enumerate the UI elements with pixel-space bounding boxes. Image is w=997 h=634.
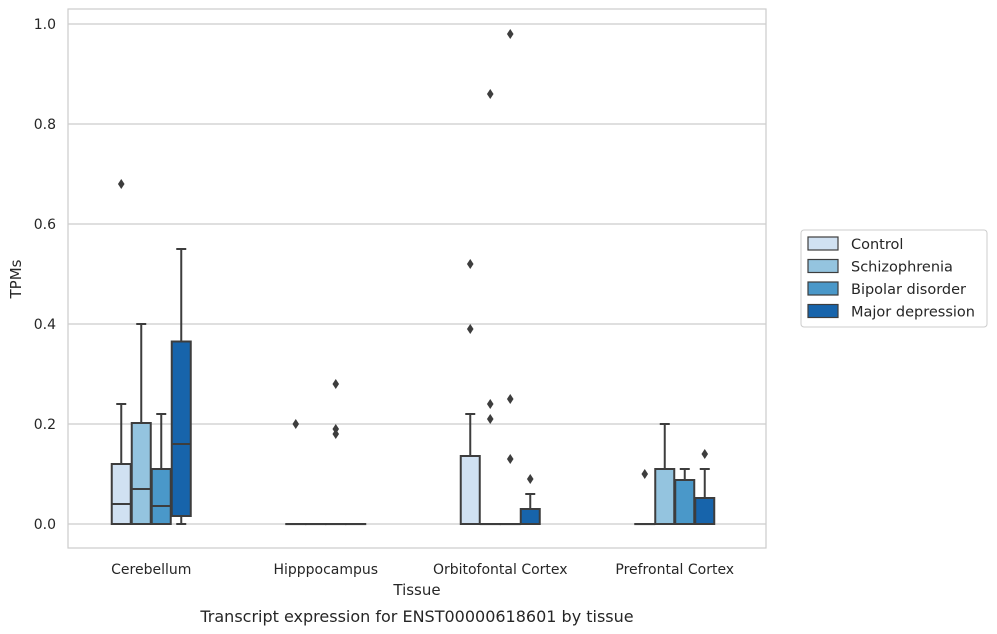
legend: Control Schizophrenia Bipolar disorder Majo… <box>800 229 988 328</box>
chart-caption: Transcript expression for ENST0000061860… <box>199 607 633 626</box>
box-group <box>654 423 676 525</box>
y-tick-label: 0.8 <box>34 117 56 133</box>
box-group <box>325 379 347 526</box>
box <box>110 463 132 525</box>
x-tick-label: Hipppocampus <box>273 562 378 578</box>
boxes <box>110 29 716 526</box>
box <box>674 479 696 525</box>
legend-swatch <box>807 281 839 296</box>
box <box>694 497 716 525</box>
box <box>519 508 541 525</box>
outlier-marker <box>506 454 514 464</box>
outlier-marker <box>526 474 534 484</box>
box-group <box>459 259 481 525</box>
box <box>654 468 676 525</box>
box <box>170 340 192 517</box>
box-group <box>110 179 132 525</box>
legend-label: Bipolar disorder <box>851 282 966 298</box>
box-group <box>170 248 192 525</box>
box-group <box>499 29 521 526</box>
legend-label: Schizophrenia <box>851 260 953 276</box>
outlier-marker <box>466 259 474 269</box>
outlier-marker <box>641 469 649 479</box>
plot-frame <box>67 8 767 549</box>
box-group <box>674 468 696 525</box>
x-tick-label: Orbitofontal Cortex <box>433 562 568 578</box>
outlier-marker <box>466 324 474 334</box>
y-tick-labels: 0.0 0.2 0.4 0.6 0.8 1.0 <box>34 17 56 533</box>
box <box>130 422 152 525</box>
box-group <box>130 323 152 525</box>
outlier-marker <box>486 414 494 424</box>
x-tick-label: Prefrontal Cortex <box>615 562 734 578</box>
y-axis-title: TPMs <box>7 259 25 299</box>
box-group <box>285 419 307 526</box>
legend-frame <box>800 229 988 328</box>
outlier-marker <box>486 89 494 99</box>
legend-label: Control <box>851 237 903 253</box>
outlier-marker <box>506 29 514 39</box>
outlier-marker <box>292 419 300 429</box>
x-tick-labels: Cerebellum Hipppocampus Orbitofontal Corte… <box>111 562 734 578</box>
outlier-marker <box>701 449 709 459</box>
outlier-marker <box>486 399 494 409</box>
x-axis-title: Tissue <box>392 581 440 599</box>
x-tick-label: Cerebellum <box>111 562 191 578</box>
outlier-marker <box>506 394 514 404</box>
legend-swatch <box>807 258 839 274</box>
box-group <box>150 413 172 525</box>
box-group <box>479 89 501 526</box>
y-tick-label: 0.0 <box>34 517 56 533</box>
y-tick-label: 1.0 <box>34 17 56 33</box>
legend-swatch <box>807 236 839 251</box>
y-tick-label: 0.6 <box>34 217 56 233</box>
y-tick-label: 0.2 <box>34 417 56 433</box>
legend-swatch <box>807 303 839 319</box>
y-tick-label: 0.4 <box>34 317 56 333</box>
outlier-marker <box>117 179 125 189</box>
box-group <box>634 469 656 526</box>
box <box>150 468 172 525</box>
outlier-marker <box>332 424 340 434</box>
box-group <box>519 474 541 525</box>
box-group <box>694 449 716 525</box>
outlier-marker <box>332 379 340 389</box>
box <box>459 455 481 525</box>
legend-label: Major depression <box>851 305 975 321</box>
